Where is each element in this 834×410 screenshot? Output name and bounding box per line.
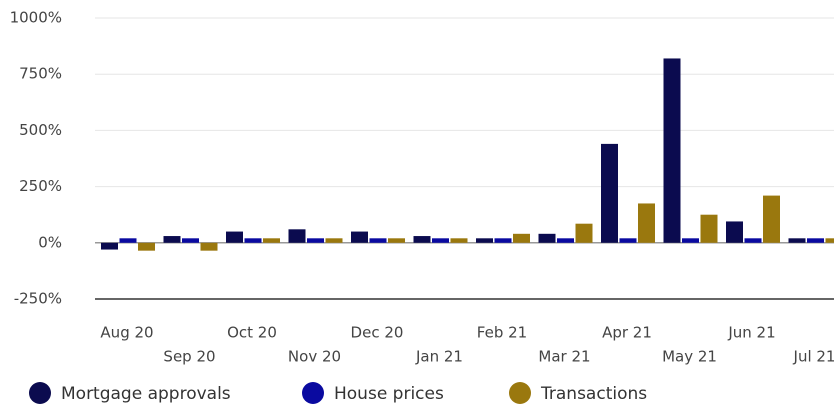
y-tick-label: 750%: [19, 65, 62, 83]
bar: [638, 203, 655, 243]
y-tick-label: 1000%: [10, 9, 62, 27]
bar: [244, 238, 262, 243]
bar: [744, 238, 762, 243]
bar: [788, 238, 806, 243]
x-tick-label: Nov 20: [288, 348, 341, 366]
legend-marker: [509, 382, 531, 404]
bar: [450, 238, 468, 243]
x-tick-label: Feb 21: [477, 324, 527, 342]
bar: [101, 242, 118, 250]
legend-label: House prices: [334, 384, 444, 404]
bar: [226, 231, 243, 243]
bar: [163, 236, 181, 243]
bar: [307, 238, 324, 243]
bar: [369, 238, 387, 243]
legend-label: Transactions: [540, 384, 647, 404]
legend-marker: [302, 382, 324, 404]
bar: [619, 238, 637, 243]
bar: [476, 238, 493, 243]
bar: [682, 238, 699, 243]
bar: [700, 214, 718, 243]
bar: [538, 233, 556, 243]
x-tick-label: Oct 20: [227, 324, 277, 342]
bar: [413, 236, 431, 243]
bar: [601, 143, 618, 243]
bar: [432, 238, 449, 243]
bar: [763, 195, 780, 243]
bar: [119, 238, 137, 243]
x-tick-label: Aug 20: [100, 324, 153, 342]
bar: [825, 238, 834, 243]
legend-marker: [29, 382, 51, 404]
bar: [388, 238, 405, 243]
bar: [557, 238, 574, 243]
x-tick-label: Jun 21: [727, 324, 775, 342]
x-tick-label: May 21: [662, 348, 717, 366]
bar: [494, 238, 512, 243]
y-tick-label: 250%: [19, 177, 62, 195]
y-tick-label: 500%: [19, 121, 62, 139]
bar: [325, 238, 343, 243]
bar: [288, 229, 306, 243]
bar: [726, 221, 743, 243]
bar: [807, 238, 824, 243]
x-tick-label: Dec 20: [351, 324, 404, 342]
bar: [513, 233, 530, 243]
x-tick-label: Apr 21: [602, 324, 652, 342]
x-tick-label: Mar 21: [538, 348, 590, 366]
legend-label: Mortgage approvals: [61, 384, 231, 404]
bar: [575, 223, 593, 243]
bar: [351, 231, 368, 243]
bar: [200, 242, 218, 251]
bar: [663, 58, 681, 243]
bar: [182, 238, 199, 243]
x-tick-label: Jul 21: [793, 348, 834, 366]
y-tick-label: -250%: [14, 290, 62, 308]
y-tick-label: 0%: [38, 233, 62, 251]
bar: [138, 242, 155, 251]
x-tick-label: Jan 21: [415, 348, 463, 366]
x-tick-label: Sep 20: [163, 348, 215, 366]
bar: [263, 238, 280, 243]
